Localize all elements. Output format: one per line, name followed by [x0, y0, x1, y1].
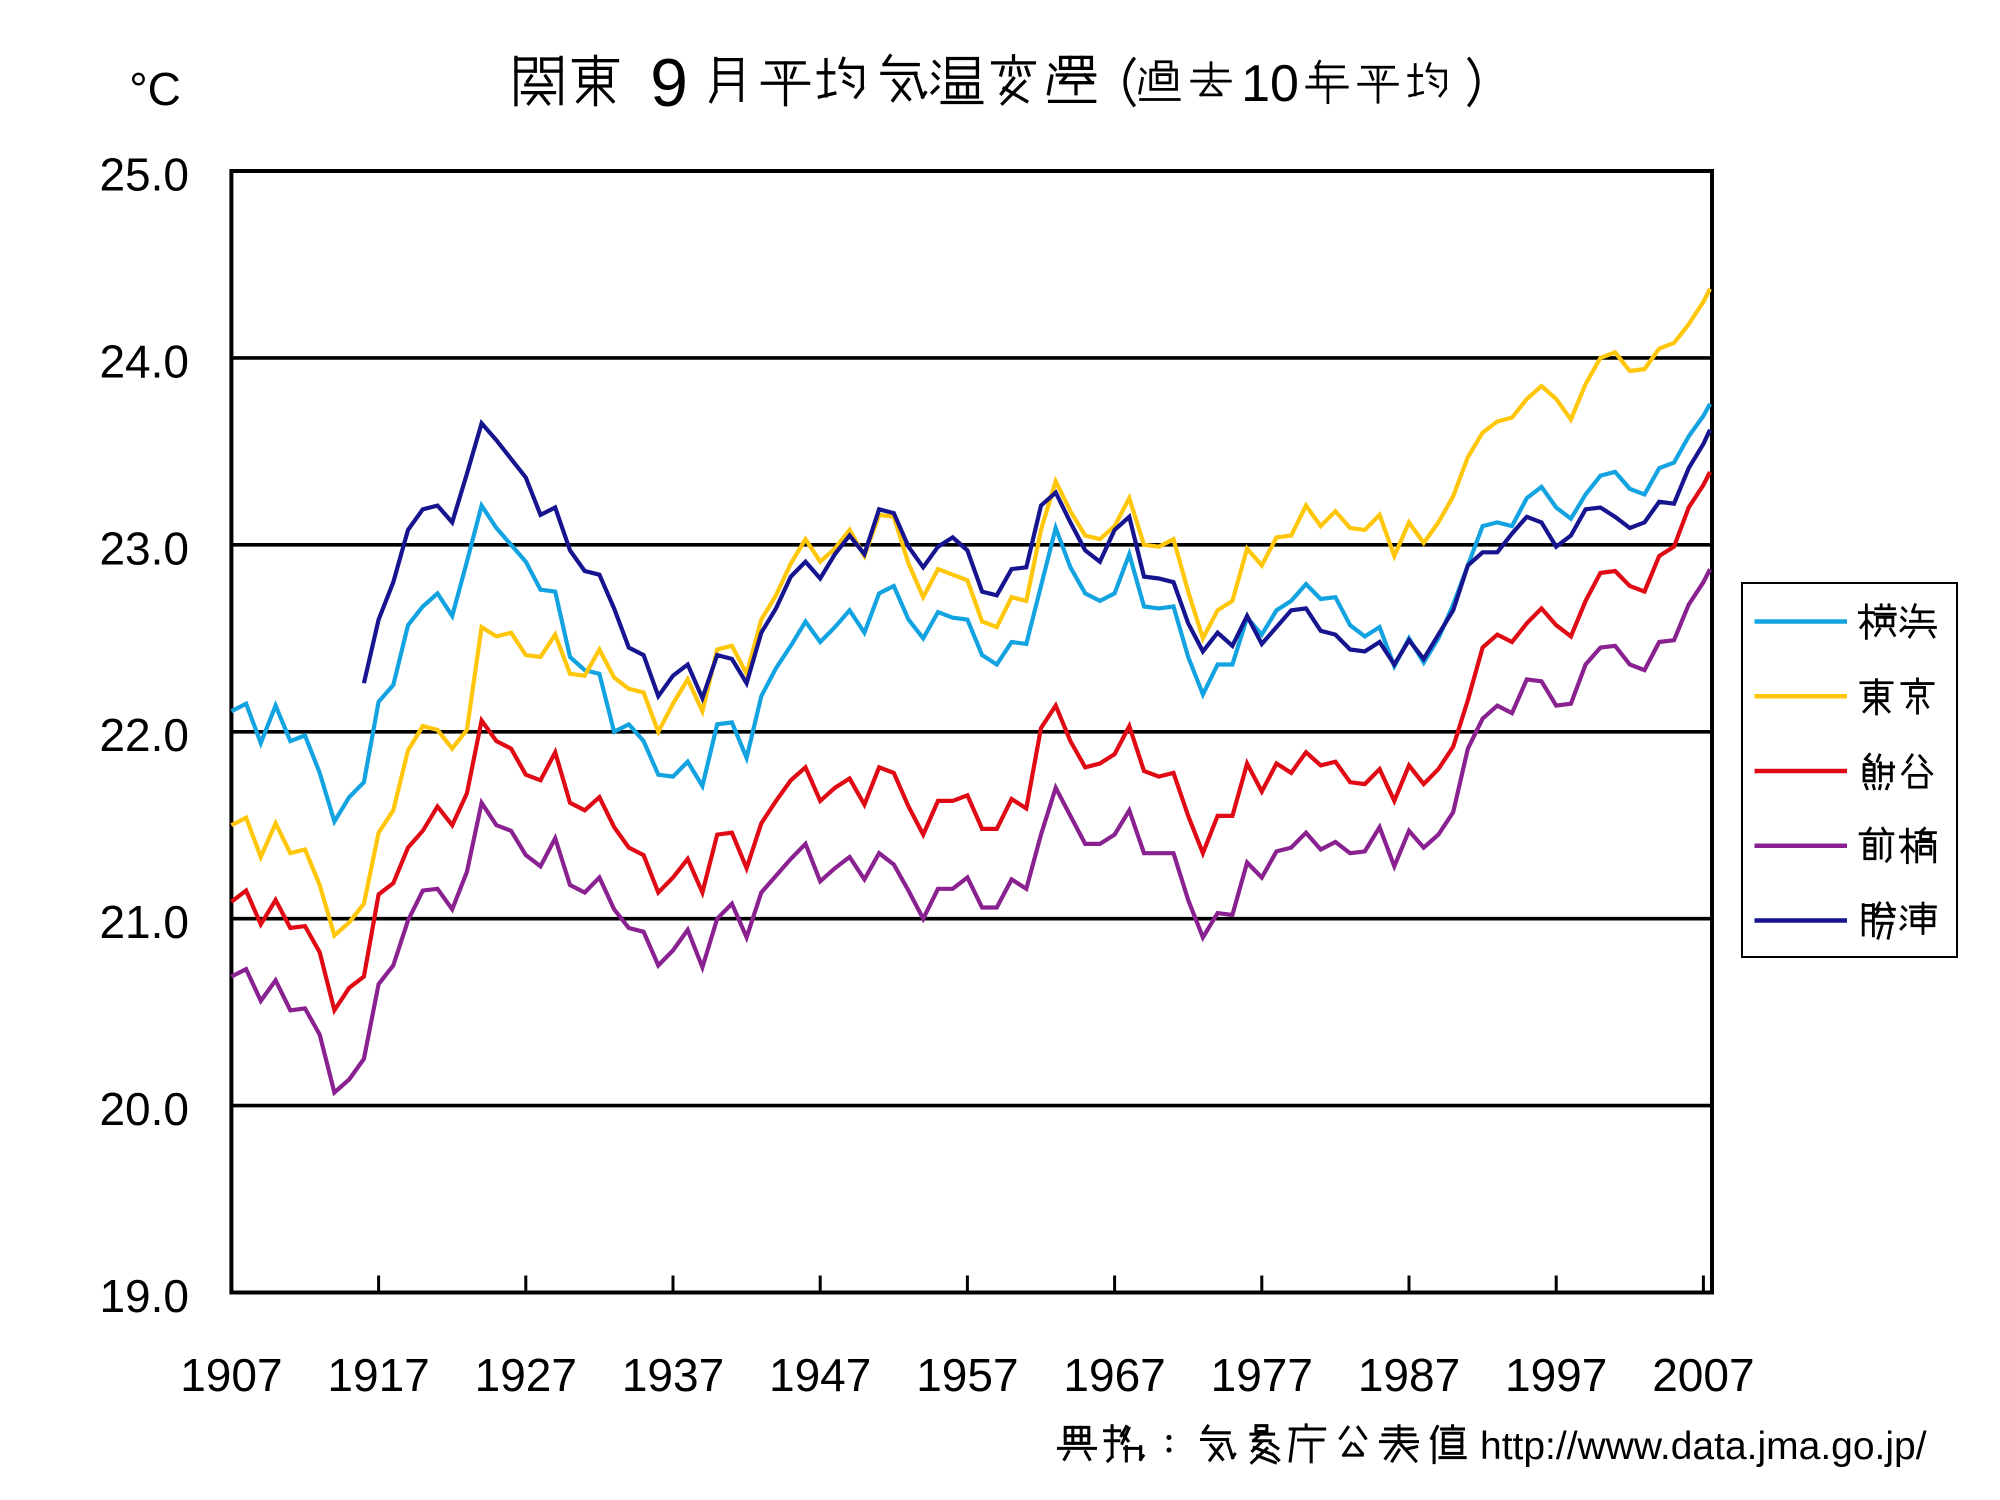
svg-text:1977: 1977 [1211, 1349, 1313, 1401]
svg-text:http://www.data.jma.go.jp/: http://www.data.jma.go.jp/ [1480, 1425, 1927, 1468]
svg-text:21.0: 21.0 [99, 896, 189, 948]
svg-text:1997: 1997 [1505, 1349, 1607, 1401]
svg-text:9: 9 [650, 45, 688, 121]
svg-text:1987: 1987 [1358, 1349, 1460, 1401]
svg-text:1957: 1957 [916, 1349, 1018, 1401]
svg-text:1927: 1927 [475, 1349, 577, 1401]
svg-text:23.0: 23.0 [99, 522, 189, 574]
svg-text:1967: 1967 [1063, 1349, 1165, 1401]
svg-text:1947: 1947 [769, 1349, 871, 1401]
svg-text:10: 10 [1241, 55, 1299, 113]
svg-text:20.0: 20.0 [99, 1083, 189, 1135]
svg-text:1907: 1907 [180, 1349, 282, 1401]
svg-text:22.0: 22.0 [99, 709, 189, 761]
svg-text:1937: 1937 [622, 1349, 724, 1401]
svg-text:19.0: 19.0 [99, 1270, 189, 1322]
svg-text:2007: 2007 [1652, 1349, 1754, 1401]
svg-text:25.0: 25.0 [99, 149, 189, 201]
svg-text:1917: 1917 [327, 1349, 429, 1401]
svg-text:24.0: 24.0 [99, 335, 189, 387]
svg-text:°C: °C [129, 63, 181, 115]
